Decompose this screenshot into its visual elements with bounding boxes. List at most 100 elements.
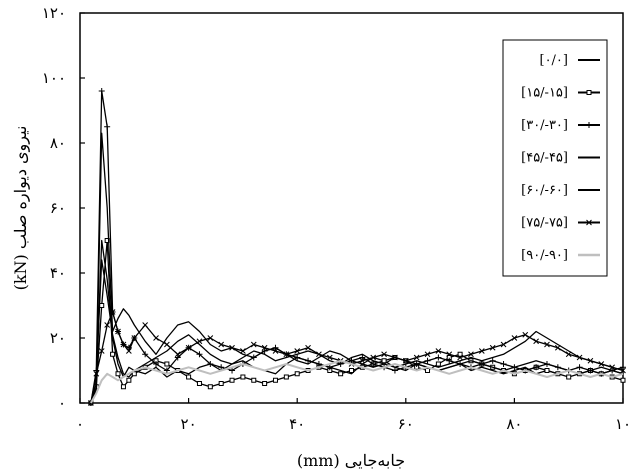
series-point (315, 361, 322, 367)
series-point (338, 371, 344, 377)
series-point (435, 361, 441, 367)
y-tick-label: ۶۰ (50, 199, 66, 217)
series-point (174, 351, 181, 358)
y-tick-label: ۲۰ (50, 329, 66, 347)
series-point (359, 354, 366, 361)
series-0 (90, 259, 624, 404)
legend-label: [۰/۰] (540, 53, 569, 68)
series-point (142, 351, 149, 358)
series-point (240, 348, 246, 354)
series-point (126, 348, 132, 354)
series-point (229, 377, 235, 383)
series-layer (87, 88, 626, 406)
series-point (349, 368, 354, 373)
legend-item: [۴۵/-۴۵] (521, 151, 600, 166)
x-tick-label: ۶۰ (398, 415, 414, 433)
y-tick-label: ۴۰ (50, 264, 66, 282)
series-point (104, 123, 111, 130)
series-point (489, 344, 496, 351)
series-point (587, 357, 594, 364)
series-point (392, 354, 398, 361)
legend-label: [۴۵/-۴۵] (521, 151, 568, 166)
x-tick-label: ۴۰ (289, 415, 305, 433)
series-point (283, 374, 289, 380)
series-point (218, 364, 225, 371)
series-point (609, 364, 615, 371)
series-point (391, 367, 398, 374)
series-point (251, 377, 257, 383)
series-point (305, 357, 312, 364)
y-tick-label: ۱۲۰ (42, 4, 66, 22)
series-point (522, 331, 529, 338)
legend-item: [۶۰/-۶۰] (521, 183, 600, 198)
series-point (120, 341, 127, 348)
series-point (164, 361, 170, 367)
series-point (250, 341, 257, 348)
series-point (533, 364, 540, 371)
series-point (565, 351, 572, 358)
series-point (468, 351, 474, 358)
series-point (359, 357, 366, 364)
series-point (196, 338, 203, 345)
series-point (576, 354, 583, 361)
series-point (424, 357, 431, 364)
series-point (262, 381, 268, 386)
series-point (305, 344, 311, 351)
x-axis-title: جابه‌جایی (mm) (297, 451, 405, 470)
series-line-6 (90, 359, 624, 404)
series-point (110, 351, 116, 357)
series-point (174, 354, 181, 361)
series-point (381, 351, 387, 358)
series-point (261, 344, 268, 351)
series-point (457, 351, 463, 357)
series-point (98, 88, 105, 94)
legend-marker (586, 219, 592, 226)
legend-label: [۱۵/-۱۵] (521, 86, 568, 101)
series-point (196, 351, 203, 358)
axis-ticks (79, 12, 624, 404)
series-point (186, 374, 192, 380)
y-tick-label: ۰ (58, 394, 66, 412)
series-point (489, 357, 496, 364)
legend-item: [۹۰/-۹۰] (521, 248, 600, 263)
series-point (544, 368, 550, 373)
legend-marker (586, 122, 592, 128)
series-line-0 (90, 259, 624, 404)
series-6 (90, 359, 624, 404)
legend: [۰/۰] [۱۵/-۱۵] [۳۰/-۳۰] [۴۵/-۴۵] [۶۰/-۶۰] [۷۵… (502, 39, 608, 277)
x-tick-label: ۱۰ (615, 415, 630, 433)
series-point (576, 364, 583, 371)
series-point (131, 335, 138, 341)
series-5 (88, 309, 626, 406)
series-point (500, 341, 507, 348)
legend-item: [۰/۰] (540, 53, 600, 68)
series-point (435, 354, 442, 361)
series-point (413, 354, 420, 361)
series-point (207, 384, 213, 390)
series-point (126, 377, 132, 383)
series-point (272, 348, 279, 354)
x-tick-label: ۲۰ (181, 415, 197, 433)
series-point (153, 335, 159, 341)
series-point (294, 354, 301, 361)
series-point (207, 335, 214, 341)
series-line-4 (90, 132, 624, 404)
series-point (115, 371, 121, 377)
series-point (115, 328, 121, 335)
series-point (164, 341, 170, 348)
series-point (99, 303, 105, 308)
series-point (435, 348, 442, 354)
legend-item: [۱۵/-۱۵] (521, 86, 600, 101)
series-point (446, 351, 453, 358)
series-point (104, 322, 111, 328)
legend-marker (586, 90, 592, 95)
legend-item: [۷۵/-۷۵] (521, 216, 600, 231)
series-point (218, 381, 224, 386)
y-tick-label: ۱۰۰ (42, 69, 66, 87)
series-point (511, 335, 518, 341)
series-point (283, 351, 290, 358)
series-point (620, 377, 626, 383)
y-tick-label: ۸۰ (50, 134, 66, 152)
